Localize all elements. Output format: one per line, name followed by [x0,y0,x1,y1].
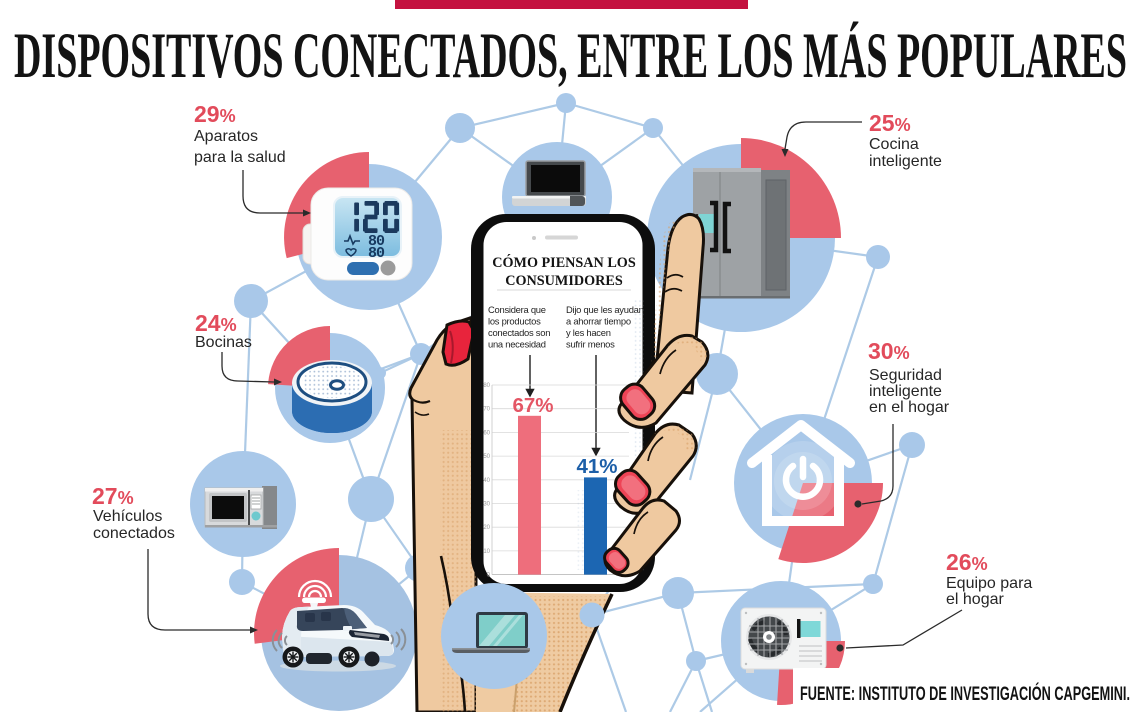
svg-text:Considera que: Considera que [488,304,546,315]
svg-text:20: 20 [483,525,490,531]
svg-text:para la salud: para la salud [194,149,286,166]
svg-text:80: 80 [368,245,385,262]
svg-text:50: 50 [483,454,490,460]
svg-text:y les hacen: y les hacen [566,327,611,338]
svg-text:CONSUMIDORES: CONSUMIDORES [505,273,623,289]
svg-text:en el hogar: en el hogar [869,399,950,416]
svg-text:26%: 26% [946,549,988,575]
svg-text:sufrir menos: sufrir menos [566,339,615,350]
svg-text:Vehículos: Vehículos [93,508,162,525]
svg-text:30: 30 [483,502,490,508]
svg-text:Aparatos: Aparatos [194,128,258,145]
svg-text:25%: 25% [869,110,911,136]
svg-text:DISPOSITIVOS CONECTADOS, ENTRE: DISPOSITIVOS CONECTADOS, ENTRE LOS MÁS P… [14,20,1127,92]
svg-text:inteligente: inteligente [869,383,942,400]
svg-text:una necesidad: una necesidad [488,339,546,350]
svg-text:10: 10 [483,549,490,555]
svg-text:los productos: los productos [488,316,541,327]
svg-text:conectados: conectados [93,525,175,542]
svg-text:27%: 27% [92,483,134,509]
svg-text:29%: 29% [194,101,236,127]
svg-text:41%: 41% [576,455,617,478]
svg-text:conectados son: conectados son [488,327,550,338]
svg-text:el hogar: el hogar [946,591,1004,608]
svg-text:a ahorrar tiempo: a ahorrar tiempo [566,316,631,327]
svg-text:Cocina: Cocina [869,136,919,153]
svg-text:Dijo que les ayudan: Dijo que les ayudan [566,304,644,315]
svg-text:Equipo para: Equipo para [946,575,1032,592]
svg-text:30%: 30% [868,338,910,364]
svg-text:Bocinas: Bocinas [195,334,252,351]
svg-text:FUENTE: INSTITUTO DE INVESTIGA: FUENTE: INSTITUTO DE INVESTIGACIÓN CAPGE… [800,683,1130,705]
svg-text:80: 80 [368,233,385,250]
svg-text:70: 70 [483,407,490,413]
svg-text:Seguridad: Seguridad [869,367,942,384]
svg-text:24%: 24% [195,310,237,336]
svg-text:CÓMO PIENSAN LOS: CÓMO PIENSAN LOS [492,254,636,271]
svg-text:inteligente: inteligente [869,153,942,170]
svg-text:67%: 67% [512,394,553,417]
svg-text:60: 60 [483,430,490,436]
svg-text:80: 80 [483,383,490,389]
svg-text:0: 0 [487,573,491,579]
svg-text:40: 40 [483,478,490,484]
